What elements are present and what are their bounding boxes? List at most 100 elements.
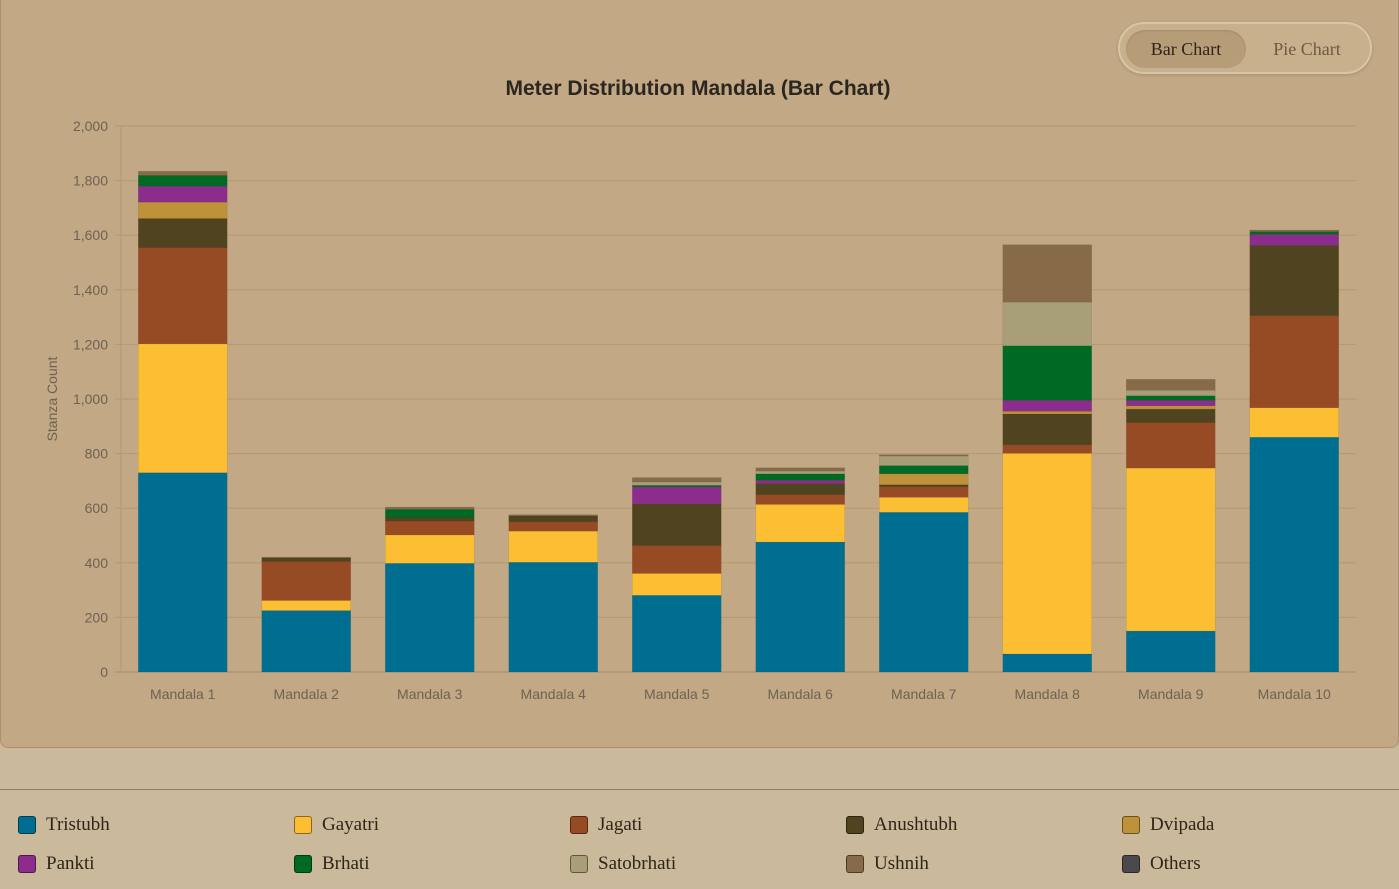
bar-segment-tristubh (1249, 436, 1339, 673)
bar-segment-gayatri (385, 534, 475, 564)
legend-swatch (18, 815, 36, 834)
legend-label: Jagati (598, 813, 643, 835)
y-tick-label: 1,400 (73, 282, 108, 298)
bar-segment-anushtubh (1249, 245, 1339, 316)
x-tick-label: Mandala 4 (521, 686, 587, 702)
bar-chart: Meter Distribution Mandala (Bar Chart) 0 2… (44, 77, 1356, 702)
legend-label: Pankti (46, 852, 95, 874)
bar-segment-tristubh (1126, 630, 1216, 673)
bar-segment-jagati (879, 486, 969, 498)
chart-title: Meter Distribution Mandala (Bar Chart) (505, 77, 890, 100)
legend-divider (0, 789, 1399, 790)
bar-segment-anushtubh (632, 503, 722, 546)
y-tick-label: 1,000 (73, 391, 108, 407)
bar-segment-dvipada (879, 473, 969, 485)
bar-segment-brhati (385, 509, 475, 518)
legend-label: Ushnih (874, 852, 929, 874)
bar-segment-tristubh (632, 595, 722, 673)
bar-segment-anushtubh (385, 517, 475, 522)
y-tick-label: 0 (100, 664, 108, 680)
bar-segment-gayatri (1249, 407, 1339, 438)
bar-segment-jagati (138, 247, 228, 345)
legend-item[interactable]: Pankti (18, 844, 294, 883)
bar-segment-anushtubh (508, 515, 598, 523)
legend-swatch (294, 854, 312, 873)
legend-swatch (846, 815, 864, 834)
bar-segment-gayatri (1002, 453, 1092, 655)
bar-segment-pankti (138, 186, 228, 203)
bar-segment-jagati (755, 494, 845, 505)
legend-swatch (1122, 815, 1140, 834)
bar-segment-brhati (1126, 395, 1216, 401)
bar-segment-anushtubh (261, 557, 351, 562)
bar-segment-brhati (1002, 345, 1092, 401)
bar-segment-ushnih (508, 514, 598, 517)
bar-segment-satobrhati (1126, 390, 1216, 396)
y-tick-label: 400 (85, 555, 109, 571)
bar-segment-dvipada (1126, 405, 1216, 410)
chart-type-toggle: Bar Chart Pie Chart (1118, 22, 1372, 74)
bar-segment-ushnih (385, 506, 475, 510)
x-tick-label: Mandala 5 (644, 686, 710, 702)
bar-segment-satobrhati (879, 455, 969, 466)
bar-segment-jagati (508, 521, 598, 532)
x-tick-label: Mandala 8 (1015, 686, 1081, 702)
y-tick-label: 1,200 (73, 336, 108, 352)
bar-segment-ushnih (261, 556, 351, 559)
y-tick-label: 200 (85, 609, 109, 625)
legend-label: Dvipada (1150, 813, 1215, 835)
legend-label: Satobrhati (598, 852, 677, 874)
bar-segment-pankti (632, 486, 722, 505)
legend-item[interactable]: Brhati (294, 844, 570, 883)
bar-segment-satobrhati (632, 481, 722, 486)
bar-segment-pankti (1126, 400, 1216, 407)
bar-segment-brhati (1249, 231, 1339, 235)
bar-segment-pankti (1002, 400, 1092, 412)
x-tick-label: Mandala 10 (1258, 686, 1331, 702)
bar-segment-gayatri (508, 530, 598, 563)
legend-item[interactable]: Anushtubh (846, 805, 1122, 844)
legend-swatch (18, 854, 36, 873)
x-tick-label: Mandala 7 (891, 686, 957, 702)
bar-segment-anushtubh (1126, 408, 1216, 423)
bar-segment-ushnih (1249, 229, 1339, 232)
bar-segment-pankti (755, 480, 845, 484)
legend-label: Brhati (322, 852, 370, 874)
chart-legend: Tristubh Gayatri Jagati Anushtubh Dvipada Pan… (18, 805, 1398, 885)
bar-segment-satobrhati (755, 470, 845, 475)
x-tick-label: Mandala 2 (274, 686, 340, 702)
x-tick-label: Mandala 3 (397, 686, 463, 702)
bar-segment-ushnih (755, 467, 845, 472)
bar-segment-tristubh (138, 472, 228, 673)
pie-chart-button[interactable]: Pie Chart (1273, 39, 1341, 59)
legend-item[interactable]: Ushnih (846, 844, 1122, 883)
bar-segment-tristubh (1002, 653, 1092, 673)
legend-swatch (570, 854, 588, 873)
bar-segment-gayatri (755, 504, 845, 543)
x-tick-label: Mandala 1 (150, 686, 216, 702)
y-tick-label: 1,800 (73, 173, 108, 189)
legend-swatch (846, 854, 864, 873)
legend-label: Anushtubh (874, 813, 958, 835)
legend-item[interactable]: Others (1122, 844, 1398, 883)
bar-segment-anushtubh (138, 218, 228, 248)
bar-segment-pankti (1249, 234, 1339, 246)
bar-segment-gayatri (138, 343, 228, 473)
legend-swatch (570, 815, 588, 834)
bar-segment-anushtubh (1002, 413, 1092, 446)
legend-item[interactable]: Jagati (570, 805, 846, 844)
bar-chart-button[interactable]: Bar Chart (1126, 30, 1246, 68)
legend-item[interactable]: Satobrhati (570, 844, 846, 883)
bar-segment-tristubh (755, 541, 845, 673)
legend-label: Gayatri (322, 813, 379, 835)
legend-swatch (1122, 854, 1140, 873)
legend-item[interactable]: Tristubh (18, 805, 294, 844)
y-tick-label: 600 (85, 500, 109, 516)
bar-segment-brhati (138, 175, 228, 187)
x-tick-label: Mandala 9 (1138, 686, 1204, 702)
bar-segment-jagati (1249, 315, 1339, 408)
legend-item[interactable]: Dvipada (1122, 805, 1398, 844)
bar-segment-jagati (1126, 422, 1216, 469)
legend-item[interactable]: Gayatri (294, 805, 570, 844)
bar-segment-ushnih (879, 454, 969, 457)
